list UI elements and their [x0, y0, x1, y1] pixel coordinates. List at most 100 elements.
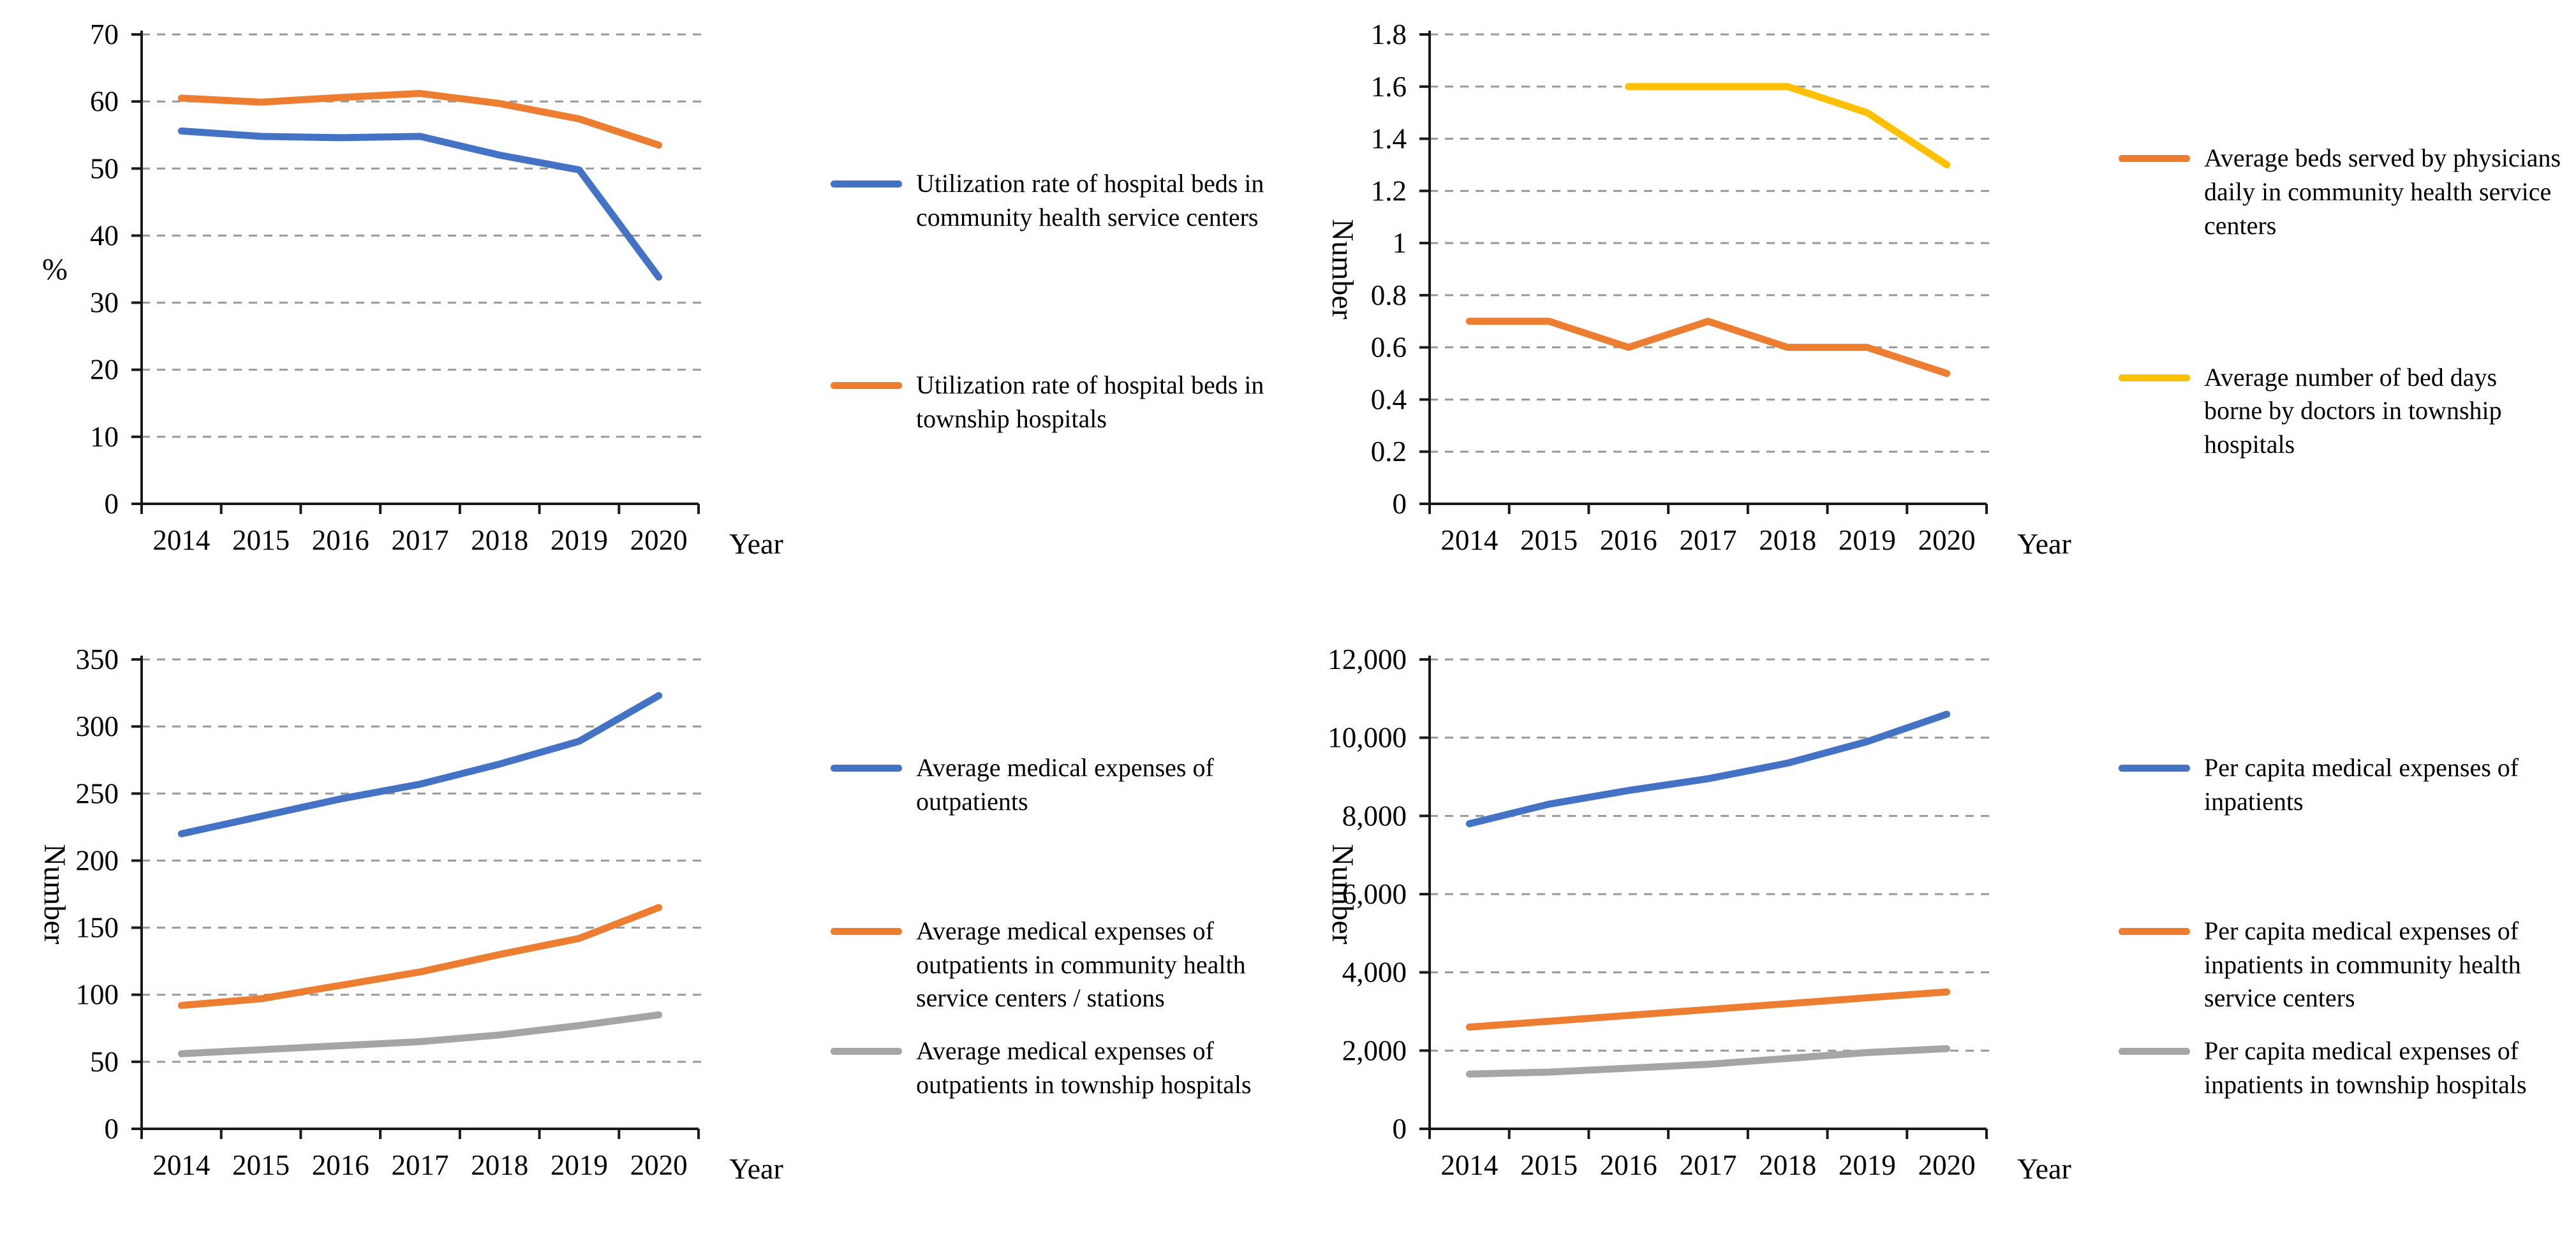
y-tick-label: 50 — [90, 152, 119, 184]
series-line-2 — [177, 1011, 663, 1057]
legend-swatch-line — [2119, 374, 2190, 381]
x-tick-label: 2020 — [630, 1149, 688, 1181]
legend-swatch-line — [831, 765, 902, 772]
legend-swatch-line — [831, 382, 902, 389]
legend-label: Average medical expenses of outpatients … — [916, 916, 1246, 1013]
x-tick-label: 2018 — [1759, 1149, 1816, 1181]
x-tick-label: 2020 — [630, 524, 688, 556]
y-tick-label: 0 — [105, 1113, 119, 1145]
y-tick-label: 100 — [76, 979, 119, 1011]
y-tick-label: 1.8 — [1371, 18, 1407, 50]
x-axis-title: Year — [729, 527, 783, 560]
legend-swatch-line — [2119, 1048, 2190, 1055]
x-axis-title: Year — [729, 1152, 783, 1185]
panel-physician-bed-load: 0 0.2 0.4 0.6 0.8 1 1.2 1.4 1.6 1.8 2014 2015 2016 20… — [1288, 0, 2576, 625]
legend-item: Per capita medical expenses of inpatient… — [2119, 1034, 2565, 1102]
y-axis-title: Number — [38, 844, 71, 944]
series-line-2 — [1465, 1045, 1951, 1078]
y-tick-label: 2,000 — [1342, 1034, 1407, 1066]
x-tick-label: 2017 — [1680, 524, 1737, 556]
series-line-0 — [1465, 710, 1951, 828]
x-tick-label: 2015 — [1520, 1149, 1578, 1181]
legend-label: Average medical expenses of outpatients … — [916, 1036, 1252, 1099]
y-tick-label: 10 — [90, 421, 119, 453]
x-tick-label: 2015 — [1520, 524, 1578, 556]
y-tick-label: 200 — [76, 844, 119, 876]
x-tick-label: 2014 — [152, 524, 210, 556]
legend-item: Average number of bed days borne by doct… — [2119, 361, 2565, 462]
series-line-1 — [1465, 988, 1951, 1031]
x-tick-label: 2017 — [392, 1149, 449, 1181]
bed-utilization-legend: Utilization rate of hospital beds in com… — [831, 5, 1277, 598]
x-tick-label: 2019 — [551, 1149, 608, 1181]
legend-item: Utilization rate of hospital beds in tow… — [831, 369, 1277, 436]
legend-item: Average medical expenses of outpatients … — [831, 1034, 1277, 1102]
y-tick-label: 350 — [76, 643, 119, 675]
outpatient-expenses-chart: 0 50 100 150 200 250 300 350 2014 2015 2016 2017 201… — [38, 643, 783, 1185]
x-tick-label: 2020 — [1918, 1149, 1976, 1181]
x-tick-label: 2017 — [1680, 1149, 1737, 1181]
y-tick-label: 0.4 — [1371, 383, 1407, 415]
legend-label: Utilization rate of hospital beds in tow… — [916, 371, 1264, 433]
series-line-1 — [177, 90, 663, 149]
legend-swatch-line — [2119, 927, 2190, 935]
y-axis-title: Number — [1326, 844, 1359, 944]
x-tick-label: 2016 — [312, 524, 369, 556]
y-tick-label: 1.2 — [1371, 175, 1407, 207]
x-axis-title: Year — [2017, 1152, 2071, 1185]
y-tick-label: 1.4 — [1371, 123, 1407, 155]
y-tick-label: 60 — [90, 85, 119, 117]
x-tick-label: 2018 — [471, 524, 528, 556]
panel-inpatient-expenses: 0 2,000 4,000 6,000 8,000 10,000 12,000 2014 201… — [1288, 625, 2576, 1250]
y-axis-title: % — [42, 253, 68, 286]
series-line-0 — [177, 127, 663, 281]
legend-label: Per capita medical expenses of inpatient… — [2204, 916, 2521, 1013]
legend-item: Average medical expenses of outpatients — [831, 751, 1277, 819]
y-tick-label: 20 — [90, 354, 119, 386]
y-tick-label: 1.6 — [1371, 71, 1407, 103]
physician-bed-load-chart: 0 0.2 0.4 0.6 0.8 1 1.2 1.4 1.6 1.8 2014 2015 2016 20… — [1326, 18, 2071, 560]
x-tick-label: 2019 — [551, 524, 608, 556]
legend-label: Per capita medical expenses of inpatient… — [2204, 1036, 2527, 1099]
legend-label: Average medical expenses of outpatients — [916, 753, 1214, 816]
legend-label: Per capita medical expenses of inpatient… — [2204, 753, 2519, 816]
y-tick-label: 1 — [1393, 227, 1407, 259]
y-tick-label: 300 — [76, 710, 119, 742]
legend-swatch-line — [2119, 155, 2190, 163]
y-tick-label: 6,000 — [1342, 878, 1407, 910]
y-tick-label: 12,000 — [1328, 643, 1407, 675]
y-tick-label: 0 — [1393, 1113, 1407, 1145]
x-tick-label: 2019 — [1839, 1149, 1896, 1181]
y-tick-label: 0 — [105, 488, 119, 520]
x-tick-label: 2016 — [1600, 524, 1657, 556]
x-tick-label: 2018 — [1759, 524, 1816, 556]
x-tick-label: 2015 — [232, 1149, 290, 1181]
legend-item: Per capita medical expenses of inpatient… — [2119, 915, 2565, 1015]
x-tick-label: 2018 — [471, 1149, 528, 1181]
x-axis-title: Year — [2017, 527, 2071, 560]
legend-item: Utilization rate of hospital beds in com… — [831, 167, 1277, 235]
y-tick-label: 70 — [90, 18, 119, 50]
legend-swatch-line — [2119, 765, 2190, 772]
x-tick-label: 2020 — [1918, 524, 1976, 556]
legend-swatch-line — [831, 927, 902, 935]
legend-item: Per capita medical expenses of inpatient… — [2119, 751, 2565, 819]
x-tick-label: 2017 — [392, 524, 449, 556]
inpatient-expenses-chart: 0 2,000 4,000 6,000 8,000 10,000 12,000 2014 201… — [1326, 643, 2071, 1185]
x-tick-label: 2019 — [1839, 524, 1896, 556]
inpatient-expenses-legend: Per capita medical expenses of inpatient… — [2119, 630, 2565, 1223]
y-tick-label: 30 — [90, 287, 119, 319]
series-line-0 — [1465, 318, 1951, 378]
legend-swatch-line — [831, 1048, 902, 1055]
legend-item: Average beds served by physicians daily … — [2119, 142, 2565, 242]
x-tick-label: 2014 — [1440, 1149, 1498, 1181]
series-line-1 — [177, 904, 663, 1010]
legend-swatch-line — [831, 180, 902, 188]
panel-outpatient-expenses: 0 50 100 150 200 250 300 350 2014 2015 2016 2017 201… — [0, 625, 1288, 1250]
legend-label: Average number of bed days borne by doct… — [2204, 362, 2502, 459]
y-tick-label: 40 — [90, 219, 119, 251]
y-tick-label: 4,000 — [1342, 957, 1407, 989]
series-line-0 — [177, 692, 663, 837]
y-tick-label: 0 — [1393, 488, 1407, 520]
